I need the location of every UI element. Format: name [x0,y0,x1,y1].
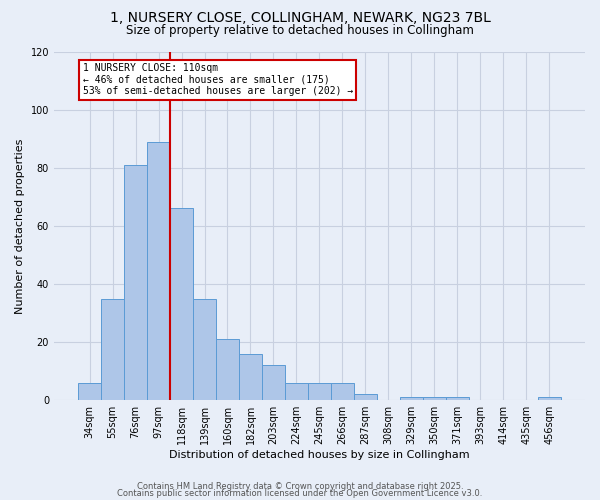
Bar [423,398,446,400]
Bar [101,298,124,400]
Bar [78,383,101,400]
Bar [308,383,331,400]
Bar [216,339,239,400]
Bar [262,366,285,400]
Text: Contains HM Land Registry data © Crown copyright and database right 2025.: Contains HM Land Registry data © Crown c… [137,482,463,491]
Bar [285,383,308,400]
Bar [446,398,469,400]
Bar [124,165,147,400]
Bar [331,383,354,400]
Text: 1, NURSERY CLOSE, COLLINGHAM, NEWARK, NG23 7BL: 1, NURSERY CLOSE, COLLINGHAM, NEWARK, NG… [110,11,490,25]
Bar [400,398,423,400]
Text: Contains public sector information licensed under the Open Government Licence v3: Contains public sector information licen… [118,489,482,498]
X-axis label: Distribution of detached houses by size in Collingham: Distribution of detached houses by size … [169,450,470,460]
Bar [170,208,193,400]
Text: Size of property relative to detached houses in Collingham: Size of property relative to detached ho… [126,24,474,37]
Bar [239,354,262,400]
Bar [193,298,216,400]
Bar [354,394,377,400]
Bar [538,398,561,400]
Bar [147,142,170,400]
Text: 1 NURSERY CLOSE: 110sqm
← 46% of detached houses are smaller (175)
53% of semi-d: 1 NURSERY CLOSE: 110sqm ← 46% of detache… [83,63,353,96]
Y-axis label: Number of detached properties: Number of detached properties [15,138,25,314]
